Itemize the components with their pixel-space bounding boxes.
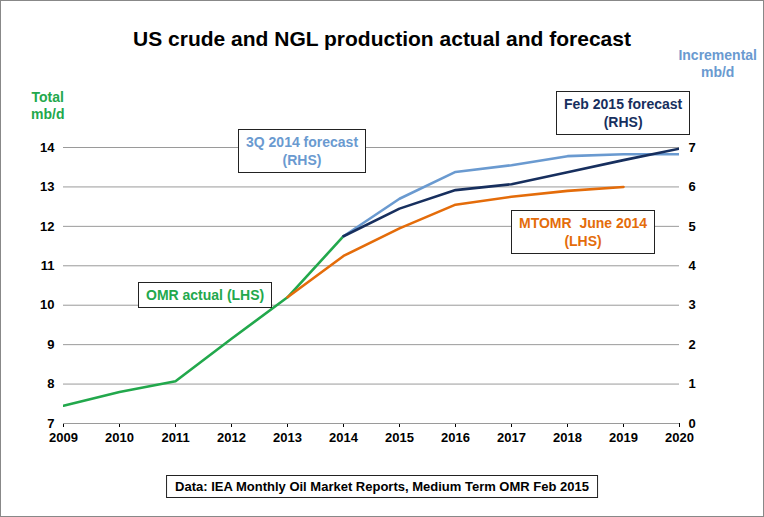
svg-text:2011: 2011 (161, 430, 189, 445)
svg-text:8: 8 (47, 376, 54, 391)
svg-text:5: 5 (689, 219, 696, 234)
svg-text:0: 0 (689, 416, 696, 431)
svg-text:2: 2 (689, 337, 696, 352)
html-text:3Q 2014 forecast (RHS): 3Q 2014 forecast (RHS) (246, 134, 359, 168)
svg-text:10: 10 (40, 297, 54, 312)
svg-text:2014: 2014 (329, 430, 359, 445)
html-text:Incremental mb/d: Incremental mb/d (678, 47, 757, 80)
html-text:Data: IEA Monthly Oil Market R: Data: IEA Monthly Oil Market Reports, Me… (175, 479, 589, 494)
html-text:US crude and NGL production ac: US crude and NGL production actual and f… (133, 27, 631, 50)
svg-text:13: 13 (40, 179, 54, 194)
svg-text:11: 11 (41, 258, 55, 273)
svg-text:2020: 2020 (665, 430, 694, 445)
svg-text:12: 12 (40, 219, 54, 234)
svg-text:4: 4 (689, 258, 697, 273)
svg-text:1: 1 (689, 376, 696, 391)
svg-text:14: 14 (40, 140, 55, 155)
svg-text:7: 7 (47, 416, 54, 431)
svg-text:6: 6 (689, 179, 696, 194)
svg-text:2015: 2015 (385, 430, 414, 445)
svg-text:2010: 2010 (105, 430, 134, 445)
svg-text:2013: 2013 (273, 430, 302, 445)
svg-text:3: 3 (689, 297, 696, 312)
svg-text:7: 7 (689, 140, 696, 155)
svg-text:2017: 2017 (497, 430, 526, 445)
svg-text:2016: 2016 (441, 430, 470, 445)
html-text:Feb 2015 forecast (RHS): Feb 2015 forecast (RHS) (564, 96, 683, 130)
svg-text:2019: 2019 (609, 430, 638, 445)
svg-text:2009: 2009 (49, 430, 78, 445)
svg-text:2012: 2012 (217, 430, 246, 445)
svg-text:2018: 2018 (553, 430, 582, 445)
html-text:MTOMR June 2014 (LHS): MTOMR June 2014 (LHS) (519, 215, 648, 249)
html-text:Total mb/d: Total mb/d (31, 89, 65, 122)
html-text:OMR actual (LHS): OMR actual (LHS) (146, 287, 265, 303)
svg-text:9: 9 (47, 337, 54, 352)
